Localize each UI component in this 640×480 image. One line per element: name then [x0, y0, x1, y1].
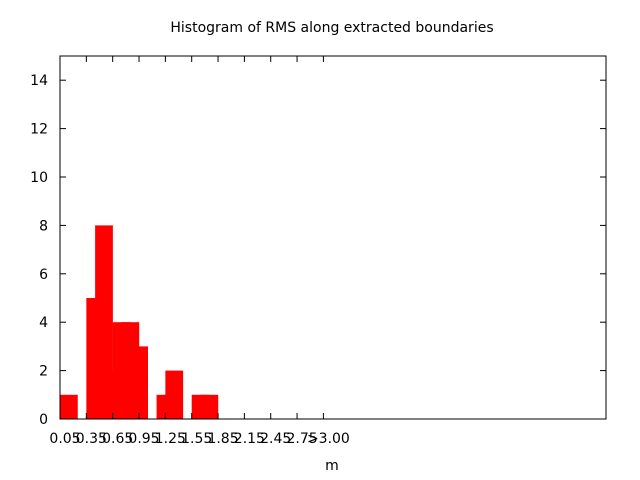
x-tick-label: 2.45	[260, 431, 291, 447]
histogram-bar	[165, 370, 184, 419]
histogram-bar	[130, 346, 148, 419]
x-tick-label: 0.65	[102, 431, 133, 447]
y-tick-label: 14	[30, 73, 48, 89]
x-tick-label: 0.35	[76, 431, 107, 447]
y-tick-label: 6	[39, 267, 48, 283]
y-tick-label: 0	[39, 412, 48, 428]
x-tick-label: 2.15	[234, 431, 265, 447]
x-tick-label: 1.55	[181, 431, 212, 447]
y-tick-label: 2	[39, 364, 48, 380]
bars-group	[60, 225, 219, 419]
y-tick-label: 10	[30, 170, 48, 186]
histogram-bar	[200, 394, 219, 419]
x-tick-label: >3.00	[307, 431, 350, 447]
y-tick-label: 8	[39, 218, 48, 234]
x-tick-label: 0.05	[49, 431, 80, 447]
x-tick-label: 0.95	[128, 431, 159, 447]
y-tick-label: 12	[30, 122, 48, 138]
x-tick-label: 1.25	[155, 431, 186, 447]
x-axis-label: m	[325, 458, 339, 474]
axes-group: 024681012140.050.350.650.951.251.551.852…	[30, 55, 607, 447]
x-tick-label: 1.85	[207, 431, 238, 447]
chart-title: Histogram of RMS along extracted boundar…	[170, 20, 493, 36]
plot-frame	[59, 55, 607, 420]
histogram-bar	[60, 394, 78, 419]
y-tick-label: 4	[39, 315, 48, 331]
x-tick-label: 2.75	[286, 431, 317, 447]
